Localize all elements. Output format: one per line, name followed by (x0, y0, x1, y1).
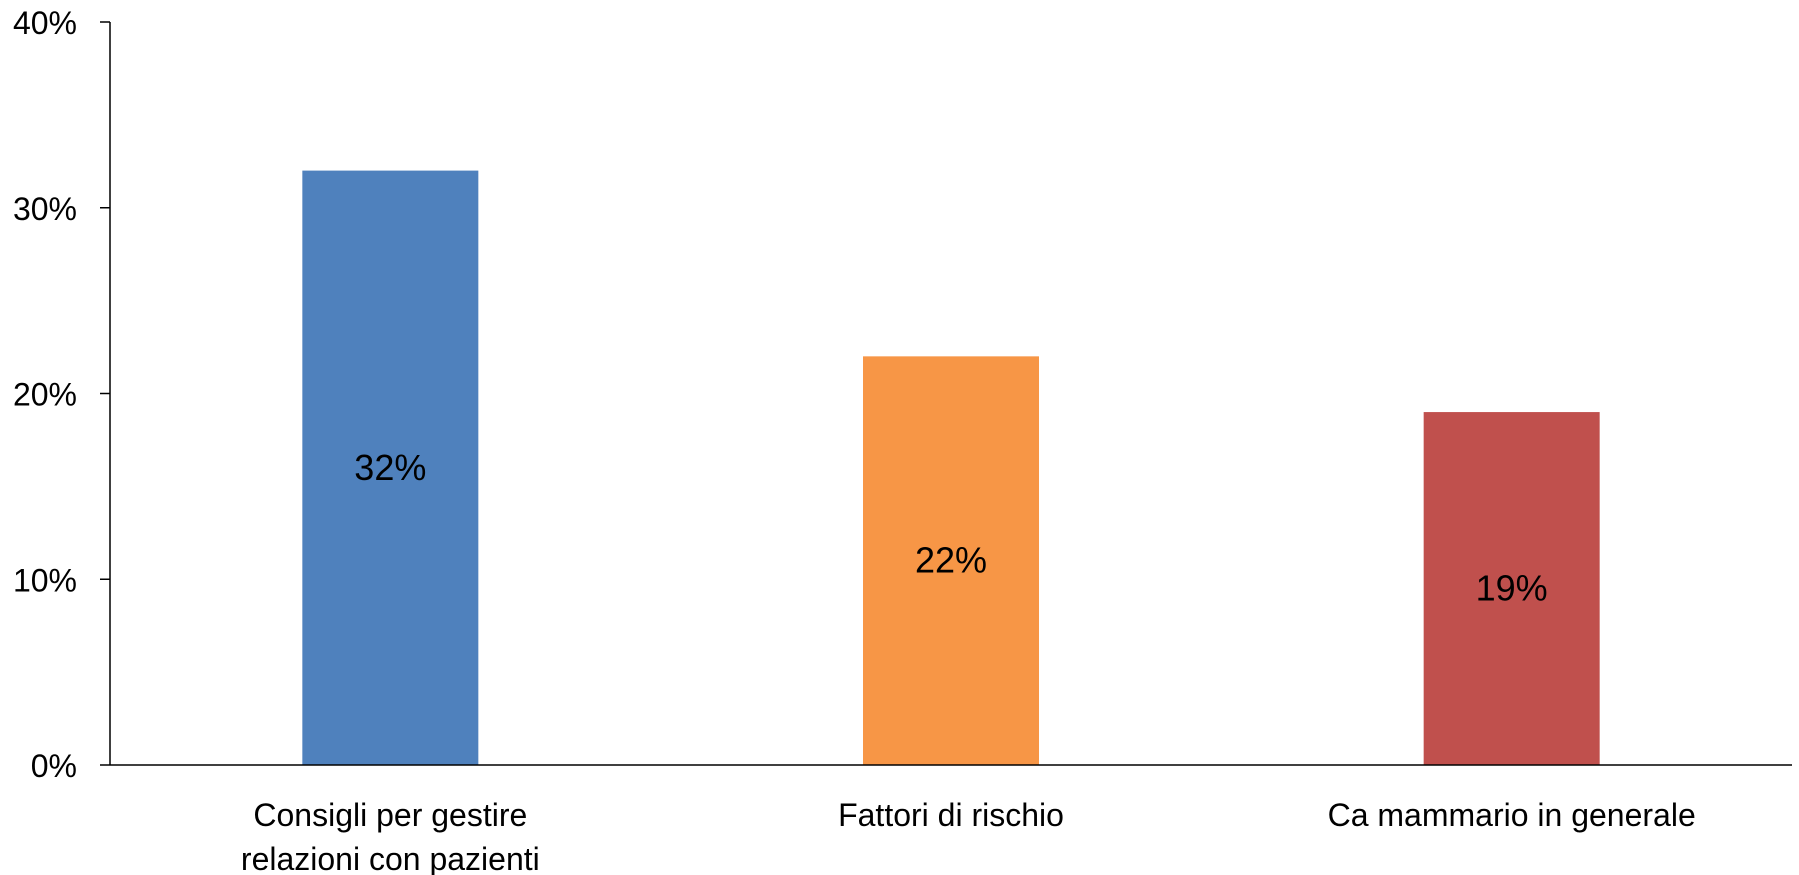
data-labels-group: 32% 22% 19% (354, 447, 1547, 609)
y-tick-label: 10% (13, 562, 77, 598)
bar-1 (302, 170, 479, 766)
y-tick-label: 30% (13, 191, 77, 227)
data-label-3: 19% (1476, 568, 1548, 609)
bar-3 (1423, 412, 1600, 765)
bar-2 (863, 356, 1039, 765)
y-axis: 0% 10% 20% 30% 40% (13, 5, 111, 784)
x-tick-label-line: relazioni con pazienti (241, 841, 540, 875)
data-label-1: 32% (354, 447, 426, 488)
y-tick-label: 0% (31, 748, 77, 784)
data-label-2: 22% (915, 540, 987, 581)
bars-group (302, 170, 1600, 766)
x-axis: Consigli per gestire relazioni con pazien… (110, 764, 1792, 875)
x-tick-label-line: Consigli per gestire (253, 797, 527, 833)
y-tick-label: 40% (13, 5, 77, 41)
x-tick-label-line: Ca mammario in generale (1328, 797, 1696, 833)
x-tick-label: Consigli per gestire relazioni con pazien… (241, 797, 540, 875)
x-tick-label: Ca mammario in generale (1328, 797, 1696, 833)
y-tick-label: 20% (13, 377, 77, 413)
x-tick-label: Fattori di rischio (838, 797, 1064, 833)
x-tick-label-line: Fattori di rischio (838, 797, 1064, 833)
